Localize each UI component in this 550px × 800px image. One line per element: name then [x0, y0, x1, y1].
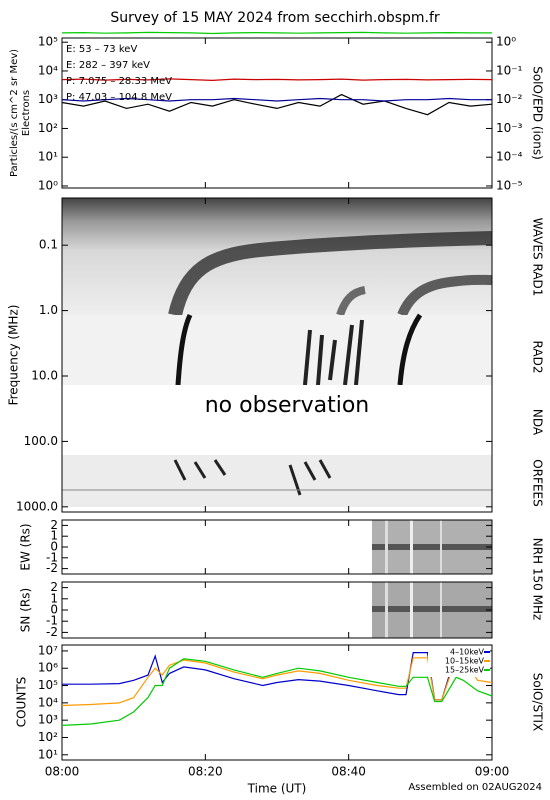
y-axis-label: Frequency (MHz): [7, 305, 21, 406]
y-tick-label: 10³: [38, 92, 58, 106]
y-tick-label: -2: [46, 625, 58, 639]
y-tick-label: 10⁵: [38, 35, 58, 49]
y-axis-label: COUNTS: [15, 677, 29, 728]
y2-tick-label: 10⁻⁵: [496, 178, 523, 192]
y-tick-label: 2: [50, 580, 58, 594]
y2-tick-label: 10⁻¹: [496, 63, 523, 77]
plot-frame: [61, 644, 493, 761]
y-axis-label: EW (Rs): [19, 523, 33, 570]
y-tick-label: 0: [50, 603, 58, 617]
y-tick-label: 0.1: [39, 238, 58, 252]
y-tick-label: -1: [46, 550, 58, 564]
y-tick-label: 10⁰: [38, 178, 58, 192]
y-tick-label: 10⁵: [38, 678, 58, 692]
y-tick-label: 10.0: [31, 368, 58, 382]
y-tick-label: 10¹: [38, 747, 58, 761]
plot-frame: [61, 37, 493, 189]
y-tick-label: 1000.0: [16, 499, 58, 513]
y-tick-label: -2: [46, 561, 58, 575]
y2-tick-label: 10⁻³: [496, 121, 523, 135]
series-line: [62, 652, 464, 701]
y2-tick-label: 10⁰: [496, 35, 516, 49]
y-tick-label: 10²: [38, 121, 58, 135]
series-line: [61, 97, 492, 102]
y-axis-sublabel: Electrons: [21, 90, 32, 136]
y2-axis-label: SolO/STIX: [531, 673, 545, 732]
y2-tick-label: 10⁻²: [496, 92, 523, 106]
legend-entry: E: 53 – 73 keV: [66, 44, 137, 55]
series-line: [61, 31, 492, 35]
annotation: no observation: [205, 393, 370, 418]
series-line: [61, 658, 493, 726]
x-axis-label: Time (UT): [247, 782, 307, 796]
y-tick-label: 10⁷: [38, 643, 58, 657]
instrument-label: NDA: [531, 409, 545, 436]
legend-entry: P: 47.03 – 104.8 MeV: [66, 92, 172, 103]
y-tick-label: 100.0: [24, 434, 58, 448]
x-tick-label: 08:00: [45, 765, 80, 779]
y-tick-label: 10²: [38, 730, 58, 744]
footer: Assembled on 02AUG2024: [408, 782, 542, 793]
legend-entry: 10–15keV: [445, 657, 485, 666]
series-line: [61, 657, 493, 707]
y-tick-label: 10⁶: [38, 661, 58, 675]
y-axis-label: Particles/(s cm^2 sr Mev): [9, 49, 20, 177]
plot-frame: [61, 197, 493, 513]
y-tick-label: 10⁴: [38, 695, 58, 709]
series-line: [61, 93, 493, 116]
nrh-image: [372, 520, 492, 638]
x-tick-label: 08:40: [331, 765, 366, 779]
legend-box: [428, 647, 490, 677]
legend-entry: 15–25keV: [445, 666, 485, 675]
y2-axis-label: NRH 150 MHz: [531, 538, 545, 621]
y-tick-label: -1: [46, 614, 58, 628]
y-tick-label: 0: [50, 540, 58, 554]
legend-entry: P: 7.075 – 28.33 MeV: [66, 76, 172, 87]
title: Survey of 15 MAY 2024 from secchirh.obsp…: [110, 10, 440, 26]
spectrogram-image: [62, 198, 493, 507]
y-tick-label: 1.0: [39, 303, 58, 317]
y2-tick-label: 10⁻⁴: [496, 150, 523, 164]
x-tick-label: 08:20: [188, 765, 223, 779]
y-tick-label: 10³: [38, 713, 58, 727]
y-tick-label: 2: [50, 518, 58, 532]
instrument-label: WAVES RAD1: [531, 218, 545, 297]
y-tick-label: 10¹: [38, 150, 58, 164]
y-axis-label: SN (Rs): [19, 588, 33, 632]
legend-entry: E: 282 – 397 keV: [66, 60, 150, 71]
y-tick-label: 1: [50, 529, 58, 543]
y2-axis-label: SolO/EPD (ions): [531, 66, 545, 160]
legend-entry: 4–10keV: [450, 648, 485, 657]
y-tick-label: 10⁴: [38, 63, 58, 77]
instrument-label: ORFEES: [531, 459, 545, 506]
series-line: [61, 78, 493, 82]
y-tick-label: 1: [50, 591, 58, 605]
x-tick-label: 09:00: [475, 765, 510, 779]
instrument-label: RAD2: [531, 341, 545, 374]
